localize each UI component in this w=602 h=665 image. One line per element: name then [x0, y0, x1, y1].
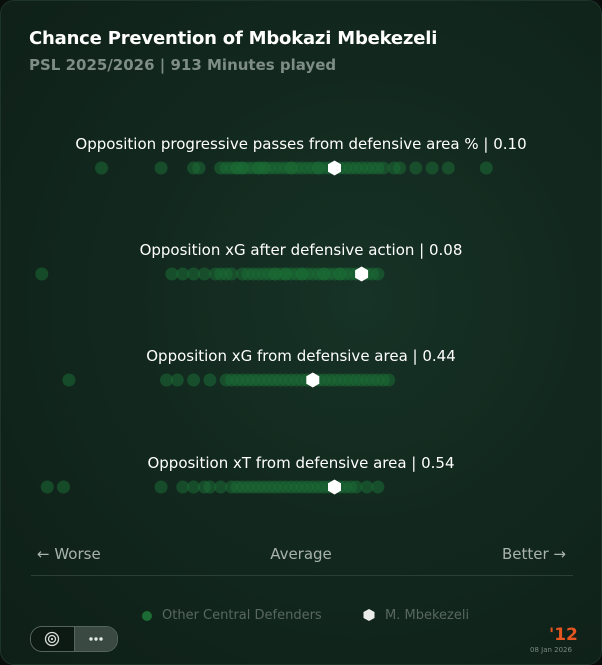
date-stamp: 08 Jan 2026 [530, 646, 572, 654]
more-dots-icon [89, 637, 103, 641]
player-marker [328, 479, 341, 495]
defender-dot [35, 267, 49, 281]
better-label: Better → [501, 545, 566, 563]
defender-dot [360, 480, 374, 494]
defender-dot [176, 267, 190, 281]
defender-dot [441, 161, 455, 175]
defender-dot [203, 480, 217, 494]
legend-player-label: M. Mbekezeli [385, 608, 470, 623]
target-icon [45, 631, 60, 647]
defender-dot [40, 480, 54, 494]
defender-dot [187, 267, 201, 281]
target-view-button[interactable] [31, 627, 75, 651]
metric-label-4: Opposition xT from defensive area | 0.54 [147, 454, 455, 472]
player-marker [355, 266, 369, 282]
defender-dot [225, 267, 238, 281]
player-marker [306, 372, 320, 388]
chart-subtitle: PSL 2025/2026 | 913 Minutes played [29, 56, 337, 74]
defender-dot [95, 161, 108, 175]
defender-dot [165, 267, 179, 281]
average-label: Average [270, 545, 332, 563]
metric-label-3: Opposition xG from defensive area | 0.44 [146, 347, 456, 365]
defender-dot [203, 373, 217, 387]
defender-dot [154, 161, 168, 175]
defender-dot [57, 480, 70, 494]
divider [31, 575, 573, 576]
view-toggle[interactable] [30, 626, 118, 652]
defender-dot [371, 267, 385, 281]
defender-dot [192, 161, 206, 175]
metric-label-2: Opposition xG after defensive action | 0… [139, 241, 463, 259]
defender-dot [187, 373, 201, 387]
defender-dot [214, 480, 228, 494]
defender-dot [62, 373, 76, 387]
defender-dot [376, 161, 390, 175]
chart-title: Chance Prevention of Mbokazi Mbekezeli [29, 28, 438, 49]
player-marker [328, 160, 341, 176]
worse-label: ← Worse [37, 545, 101, 563]
defender-dot [425, 161, 439, 175]
defender-dot [170, 373, 184, 387]
more-options-button[interactable] [74, 627, 117, 651]
defender-dot [160, 373, 173, 387]
defender-dot [197, 267, 211, 281]
defender-dot [409, 161, 423, 175]
brand-logo: '12 [549, 625, 578, 645]
metric-label-1: Opposition progressive passes from defen… [75, 135, 527, 153]
legend-others-label: Other Central Defenders [162, 608, 322, 623]
defender-dot [393, 161, 407, 175]
defender-dot [176, 480, 190, 494]
defender-dot [382, 373, 396, 387]
defender-dot [349, 480, 363, 494]
defender-dot [479, 161, 493, 175]
defender-dot [187, 480, 201, 494]
defender-dot [154, 480, 168, 494]
legend-player-hexagon-icon [363, 609, 375, 621]
defender-dot [371, 480, 385, 494]
legend-others-dot [142, 611, 152, 621]
